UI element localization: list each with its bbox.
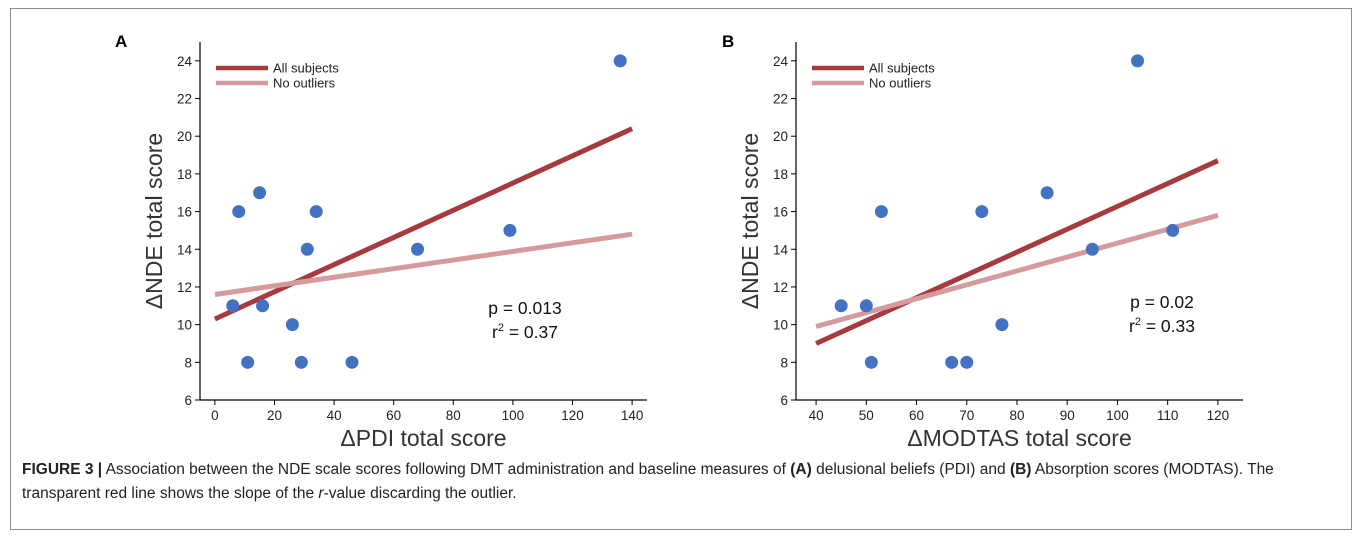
x-tick-label: 80 (446, 408, 461, 423)
caption-label: FIGURE 3 | (22, 461, 103, 478)
panel-label: B (722, 32, 734, 51)
y-tick-label: 22 (177, 92, 192, 107)
y-tick-label: 16 (177, 205, 192, 220)
regression-line-no-outliers (815, 212, 1219, 329)
r2-value: = 0.33 (1141, 316, 1195, 336)
legend-label: All subjects (273, 61, 339, 76)
x-tick-label: 70 (959, 408, 974, 423)
r2-value: = 0.37 (504, 322, 558, 342)
chart-panel-a: A 6 8 10 12 14 16 18 20 22 24 0 20 40 60 80 100 120 140 ΔPD… (115, 32, 647, 451)
data-point (232, 205, 246, 219)
y-tick-label: 8 (184, 355, 192, 370)
caption-ref-b: (B) (1009, 461, 1032, 478)
x-tick-label: 60 (909, 408, 924, 423)
x-tick-label: 60 (386, 408, 401, 423)
data-point (503, 223, 517, 237)
y-tick-label: 24 (773, 54, 789, 69)
data-point (345, 355, 359, 369)
figure-caption: FIGURE 3 | Association between the NDE s… (22, 458, 1338, 506)
annotation-r-squared: r2 = 0.37 (492, 322, 558, 342)
x-axis-label: ΔPDI total score (340, 425, 506, 451)
y-tick-label: 18 (177, 167, 192, 182)
regression-line-no-outliers (214, 231, 633, 297)
data-point (834, 299, 848, 313)
x-tick-label: 140 (621, 408, 644, 423)
data-point (960, 355, 974, 369)
data-point (1085, 242, 1099, 256)
x-tick-label: 40 (809, 408, 824, 423)
data-point (995, 318, 1009, 332)
caption-text-3: Absorption scores (MODTAS). The transpar… (22, 461, 1274, 502)
data-point (613, 54, 627, 68)
y-tick-label: 16 (773, 205, 788, 220)
y-tick-label: 12 (773, 280, 788, 295)
annotation-p-value: p = 0.02 (1130, 292, 1194, 312)
y-tick-label: 14 (177, 242, 193, 257)
y-tick-label: 24 (177, 54, 193, 69)
data-point (294, 355, 308, 369)
data-point (285, 318, 299, 332)
x-tick-label: 100 (1106, 408, 1129, 423)
data-point (411, 242, 425, 256)
y-tick-label: 22 (773, 92, 788, 107)
chart-panel-b: B 6 8 10 12 14 16 18 20 22 24 40 50 60 70 80 90 100 110 120… (722, 32, 1243, 451)
r2-prefix: r (492, 322, 498, 342)
data-point (945, 355, 959, 369)
x-tick-label: 120 (561, 408, 584, 423)
r2-superscript: 2 (498, 322, 504, 334)
panel-label: A (115, 32, 127, 51)
data-point (859, 299, 873, 313)
y-axis-label: ΔNDE total score (737, 133, 763, 309)
regression-line-all-subjects (213, 126, 634, 322)
x-axis-label: ΔMODTAS total score (907, 425, 1132, 451)
caption-text-2: delusional beliefs (PDI) and (811, 461, 1010, 478)
annotation-r-squared: r2 = 0.33 (1129, 316, 1195, 336)
y-tick-label: 10 (773, 318, 788, 333)
y-tick-label: 6 (184, 393, 192, 408)
caption-ref-a: (A) (790, 461, 812, 478)
data-point (253, 186, 267, 200)
data-point (300, 242, 314, 256)
y-tick-label: 20 (773, 129, 788, 144)
data-point (864, 355, 878, 369)
x-tick-label: 90 (1060, 408, 1075, 423)
data-point (241, 355, 255, 369)
data-point (1040, 186, 1054, 200)
data-point (1131, 54, 1145, 68)
legend-label: No outliers (273, 76, 336, 91)
y-tick-label: 8 (780, 355, 788, 370)
legend-label: All subjects (869, 61, 935, 76)
x-tick-label: 120 (1207, 408, 1230, 423)
legend-label: No outliers (869, 76, 932, 91)
r2-superscript: 2 (1135, 316, 1141, 328)
x-tick-label: 0 (211, 408, 219, 423)
y-tick-label: 10 (177, 318, 192, 333)
x-tick-label: 80 (1009, 408, 1024, 423)
x-tick-label: 110 (1157, 408, 1179, 423)
data-point (309, 205, 323, 219)
y-tick-label: 12 (177, 280, 192, 295)
y-axis-label: ΔNDE total score (141, 133, 167, 309)
regression-line-all-subjects (815, 158, 1219, 346)
caption-r-italic: r (318, 485, 324, 502)
data-point (975, 205, 989, 219)
r2-prefix: r (1129, 316, 1135, 336)
x-tick-label: 100 (502, 408, 525, 423)
data-point (1166, 223, 1180, 237)
y-tick-label: 20 (177, 129, 192, 144)
caption-text-1: Association between the NDE scale scores… (102, 461, 791, 478)
data-point (874, 205, 888, 219)
x-tick-label: 50 (859, 408, 874, 423)
y-tick-label: 14 (773, 242, 789, 257)
x-tick-label: 20 (267, 408, 282, 423)
data-point (226, 299, 240, 313)
y-tick-label: 6 (780, 393, 788, 408)
data-point (256, 299, 270, 313)
y-tick-label: 18 (773, 167, 788, 182)
x-tick-label: 40 (327, 408, 342, 423)
figure-frame (10, 8, 1352, 530)
annotation-p-value: p = 0.013 (488, 298, 561, 318)
caption-text-4: -value discarding the outlier. (323, 485, 517, 502)
